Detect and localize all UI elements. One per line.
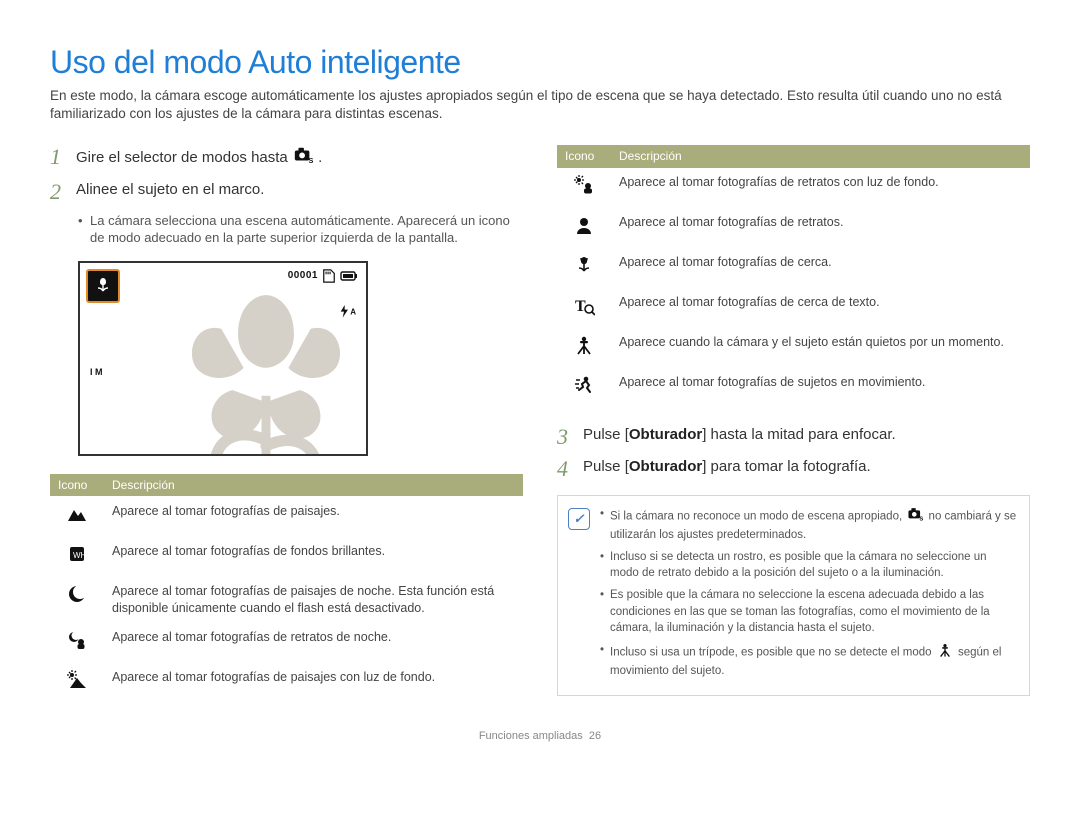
table-row: Aparece al tomar fotografías de retratos… — [557, 208, 1030, 248]
note-item: Incluso si se detecta un rostro, es posi… — [600, 549, 1017, 581]
note-item: Si la cámara no reconoce un modo de esce… — [600, 506, 1017, 543]
night-icon — [50, 576, 104, 623]
landscape-icon — [50, 496, 104, 536]
icon-description: Aparece al tomar fotografías de sujetos … — [611, 367, 1030, 406]
table-row: Aparece al tomar fotografías de fondos b… — [50, 536, 523, 576]
lcd-counter: 00001 — [288, 270, 318, 281]
step-number: 4 — [557, 457, 583, 481]
lcd-mode-highlight — [86, 269, 120, 303]
icon-description: Aparece al tomar fotografías de retratos… — [611, 208, 1030, 248]
action-icon — [557, 367, 611, 406]
table-row: Aparece al tomar fotografías de retratos… — [50, 623, 523, 663]
icon-table-left: Icono Descripción Aparece al tomar fotog… — [50, 474, 523, 702]
portrait-icon — [557, 208, 611, 248]
step-number: 1 — [50, 145, 76, 171]
note-item: Es posible que la cámara no seleccione l… — [600, 587, 1017, 635]
step-1: 1 Gire el selector de modos hasta . — [50, 145, 523, 171]
sd-icon — [322, 269, 336, 283]
camera-s-icon — [907, 506, 923, 527]
step-2: 2 Alinee el sujeto en el marco. — [50, 180, 523, 204]
step-number: 2 — [50, 180, 76, 204]
icon-description: Aparece al tomar fotografías de retratos… — [104, 623, 523, 663]
step-number: 3 — [557, 425, 583, 449]
tripod-icon — [557, 327, 611, 367]
note-icon: ✓ — [568, 508, 590, 530]
left-column: 1 Gire el selector de modos hasta . 2 Al… — [50, 145, 523, 702]
table-row: Aparece al tomar fotografías de sujetos … — [557, 367, 1030, 406]
lcd-preview: 00001 A I M — [78, 261, 368, 456]
th-icon: Icono — [50, 474, 104, 497]
lcd-flower-icon — [166, 284, 366, 456]
lcd-top-right: 00001 — [288, 269, 358, 283]
tripod-icon — [937, 642, 953, 663]
night-portrait-icon — [50, 623, 104, 663]
icon-description: Aparece al tomar fotografías de paisajes… — [104, 496, 523, 536]
icon-description: Aparece cuando la cámara y el sujeto est… — [611, 327, 1030, 367]
camera-s-icon — [292, 145, 314, 171]
icon-description: Aparece al tomar fotografías de paisajes… — [104, 576, 523, 623]
table-row: Aparece al tomar fotografías de paisajes… — [50, 496, 523, 536]
backlight-landscape-icon — [50, 663, 104, 702]
icon-table-right: Icono Descripción Aparece al tomar fotog… — [557, 145, 1030, 406]
th-desc: Descripción — [104, 474, 523, 497]
step-text: Gire el selector de modos hasta — [76, 150, 292, 167]
table-row: Aparece cuando la cámara y el sujeto est… — [557, 327, 1030, 367]
th-icon: Icono — [557, 145, 611, 168]
step-2-bullet: La cámara selecciona una escena automáti… — [78, 212, 523, 247]
icon-description: Aparece al tomar fotografías de fondos b… — [104, 536, 523, 576]
intro-text: En este modo, la cámara escoge automátic… — [50, 87, 1030, 123]
note-item: Incluso si usa un trípode, es posible qu… — [600, 642, 1017, 679]
icon-description: Aparece al tomar fotografías de retratos… — [611, 168, 1030, 208]
icon-description: Aparece al tomar fotografías de paisajes… — [104, 663, 523, 702]
icon-description: Aparece al tomar fotografías de cerca de… — [611, 288, 1030, 328]
macro-icon — [557, 248, 611, 288]
table-row: Aparece al tomar fotografías de paisajes… — [50, 576, 523, 623]
backlight-portrait-icon — [557, 168, 611, 208]
table-row: Aparece al tomar fotografías de cerca de… — [557, 288, 1030, 328]
page-footer: Funciones ampliadas 26 — [50, 730, 1030, 742]
th-desc: Descripción — [611, 145, 1030, 168]
step-3: 3 Pulse [Obturador] hasta la mitad para … — [557, 425, 1030, 449]
lcd-iso-label: I M — [90, 367, 103, 377]
step-text: Alinee el sujeto en el marco. — [76, 180, 264, 204]
icon-description: Aparece al tomar fotografías de cerca. — [611, 248, 1030, 288]
table-row: Aparece al tomar fotografías de cerca. — [557, 248, 1030, 288]
macro-text-icon — [557, 288, 611, 328]
note-box: ✓ Si la cámara no reconoce un modo de es… — [557, 495, 1030, 696]
battery-icon — [340, 271, 358, 281]
page-title: Uso del modo Auto inteligente — [50, 44, 1030, 81]
step-4: 4 Pulse [Obturador] para tomar la fotogr… — [557, 457, 1030, 481]
manual-page: Uso del modo Auto inteligente En este mo… — [0, 0, 1080, 762]
table-row: Aparece al tomar fotografías de paisajes… — [50, 663, 523, 702]
right-column: Icono Descripción Aparece al tomar fotog… — [557, 145, 1030, 702]
table-row: Aparece al tomar fotografías de retratos… — [557, 168, 1030, 208]
white-icon — [50, 536, 104, 576]
